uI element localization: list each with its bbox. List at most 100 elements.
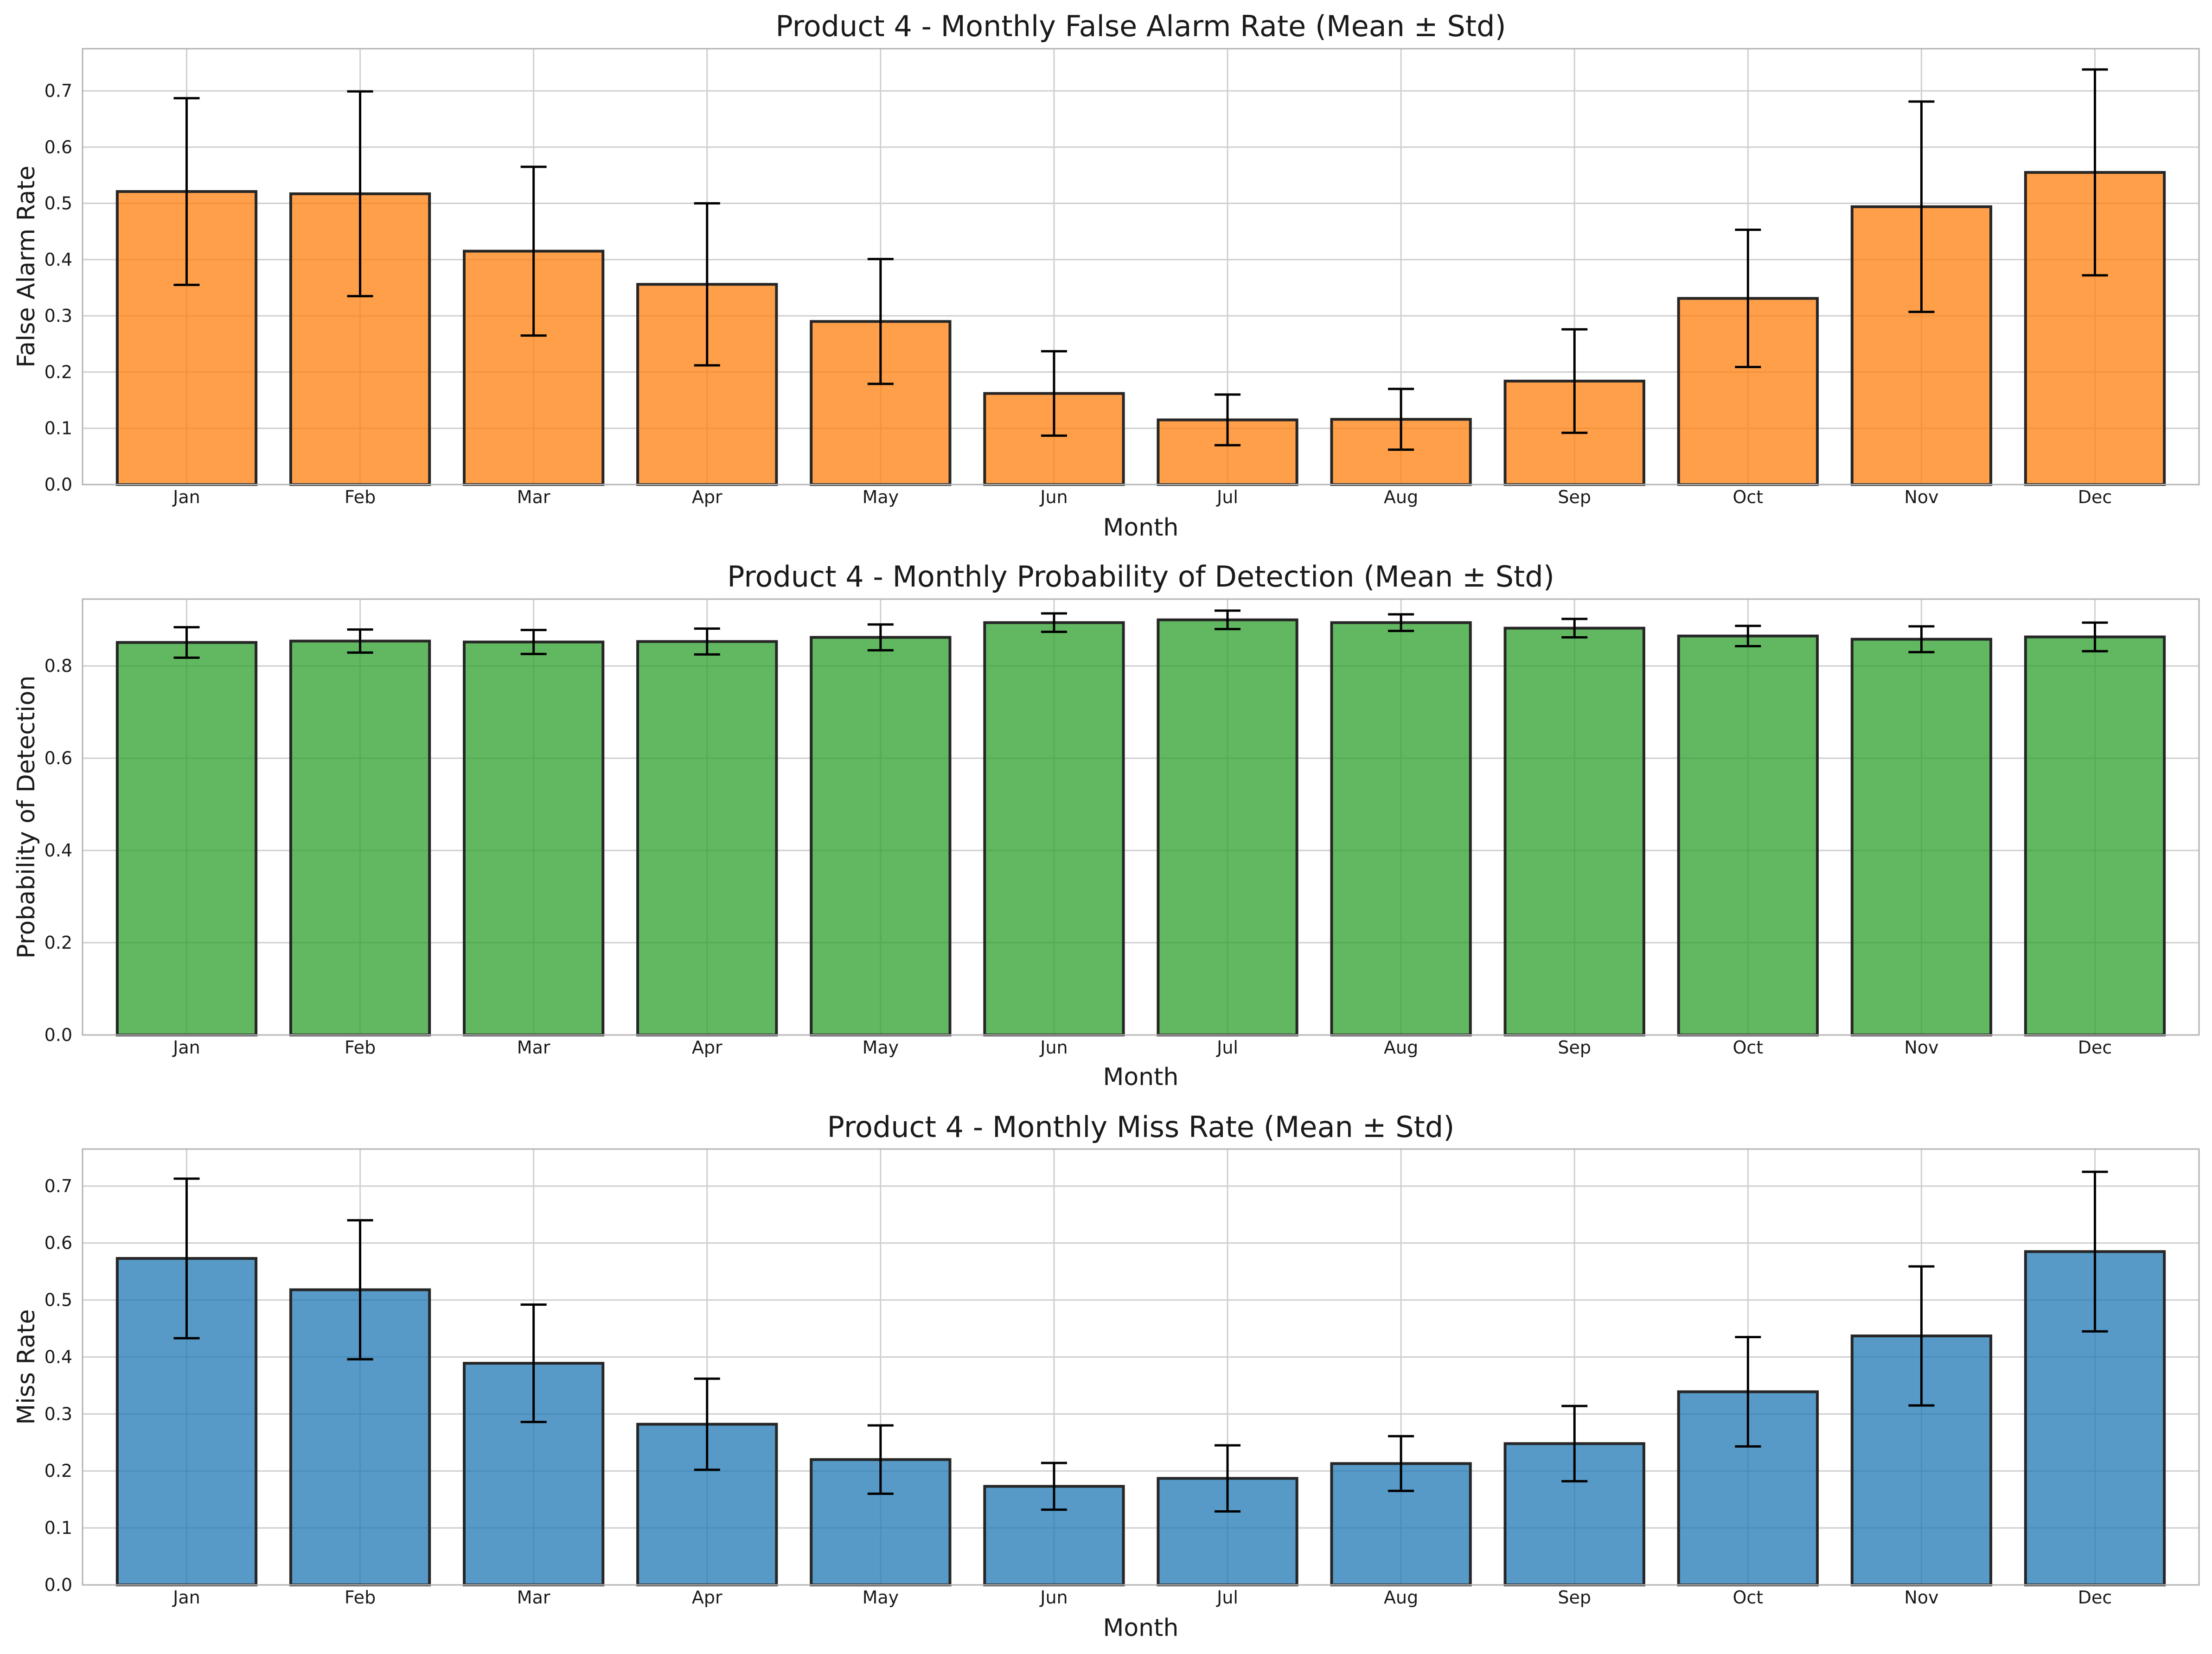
miss-xtick-label: Apr	[692, 1587, 722, 1608]
miss-ytick-label: 0.3	[45, 1404, 72, 1424]
miss-errorbar-sep	[1561, 1405, 1588, 1482]
pod-errorbar-jun	[1041, 612, 1067, 633]
miss-axes-frame	[82, 1148, 2200, 1586]
pod-bar-oct	[1677, 634, 1819, 1036]
pod-bar-may	[810, 636, 952, 1036]
pod-xtick-label: Jul	[1216, 1037, 1238, 1058]
miss-ytick-label: 0.7	[45, 1176, 72, 1196]
miss-ytick-label: 0.5	[45, 1290, 72, 1310]
far-errorbar-jan	[173, 97, 200, 286]
pod-errorbar-apr	[694, 627, 720, 656]
far-xtick-label: Jan	[172, 487, 200, 507]
miss-ytick-label: 0.1	[45, 1518, 72, 1538]
pod-xtick-label: Jun	[1039, 1037, 1068, 1058]
far-ytick-label: 0.0	[45, 474, 72, 495]
miss-errorbar-jul	[1215, 1444, 1241, 1513]
pod-bar-sep	[1503, 626, 1645, 1036]
miss-errorbar-apr	[694, 1377, 720, 1471]
miss-xtick-label: Jun	[1039, 1587, 1068, 1608]
far-errorbar-feb	[347, 90, 373, 298]
pod-bar-jul	[1157, 618, 1298, 1037]
pod-bar-jan	[115, 641, 258, 1037]
miss-x-axis-label: Month	[1103, 1614, 1179, 1642]
pod-xtick-label: Sep	[1558, 1037, 1591, 1058]
pod-errorbar-feb	[347, 628, 373, 654]
miss-ytick-label: 0.4	[45, 1347, 72, 1367]
pod-axes-frame	[82, 598, 2200, 1036]
pod-ytick-label: 0.6	[45, 748, 72, 768]
miss-xtick-label: Dec	[2078, 1587, 2112, 1608]
miss-ytick-label: 0.0	[45, 1575, 72, 1595]
pod-xtick-label: Aug	[1384, 1037, 1418, 1058]
miss-errorbar-oct	[1735, 1335, 1761, 1448]
pod-ytick-label: 0.0	[45, 1025, 72, 1045]
far-xtick-label: Mar	[517, 487, 550, 507]
pod-errorbar-may	[867, 623, 894, 651]
pod-errorbar-oct	[1735, 625, 1761, 647]
far-errorbar-apr	[694, 202, 720, 367]
pod-xtick-label: Mar	[517, 1037, 550, 1058]
pod-xtick-label: Oct	[1733, 1037, 1763, 1058]
miss-errorbar-may	[867, 1424, 894, 1495]
far-xtick-label: Dec	[2078, 487, 2112, 507]
far-x-axis-label: Month	[1103, 514, 1179, 542]
probability-of-detection-chart: 0.0 0.2 0.4 0.6 0.8 Jan Feb Mar Apr May Jun Jul Aug S…	[13, 560, 2200, 1091]
far-ytick-label: 0.4	[45, 249, 72, 270]
far-xtick-label: Sep	[1558, 487, 1591, 507]
pod-bar-mar	[463, 640, 605, 1036]
far-errorbar-nov	[1908, 100, 1935, 313]
far-chart-title: Product 4 - Monthly False Alarm Rate (Me…	[775, 9, 1506, 43]
far-xtick-label: Nov	[1904, 487, 1938, 507]
miss-xtick-label: May	[863, 1587, 899, 1608]
miss-errorbar-feb	[347, 1219, 373, 1360]
far-bar-apr	[636, 283, 778, 486]
miss-xtick-label: Aug	[1384, 1587, 1418, 1608]
miss-y-axis-label: Miss Rate	[13, 1309, 40, 1424]
far-ytick-label: 0.1	[45, 418, 72, 439]
far-ytick-label: 0.3	[45, 306, 72, 326]
miss-xtick-label: Feb	[345, 1587, 376, 1608]
miss-xtick-label: Oct	[1733, 1587, 1763, 1608]
miss-ytick-label: 0.2	[45, 1461, 72, 1481]
far-ytick-label: 0.7	[45, 81, 72, 101]
pod-xtick-label: Jan	[172, 1037, 200, 1058]
miss-errorbar-jun	[1041, 1462, 1067, 1511]
miss-errorbar-mar	[520, 1303, 547, 1424]
pod-xtick-label: Dec	[2078, 1037, 2112, 1058]
pod-errorbar-aug	[1388, 613, 1414, 632]
pod-bar-dec	[2024, 635, 2166, 1036]
pod-errorbar-nov	[1908, 625, 1935, 653]
far-errorbar-jul	[1215, 393, 1241, 447]
pod-xtick-label: Apr	[692, 1037, 722, 1058]
pod-y-axis-label: Probability of Detection	[13, 676, 40, 959]
miss-ytick-label: 0.6	[45, 1233, 72, 1253]
far-bar-may	[810, 320, 952, 486]
miss-chart-title: Product 4 - Monthly Miss Rate (Mean ± St…	[827, 1110, 1455, 1144]
pod-errorbar-sep	[1561, 618, 1588, 639]
miss-rate-chart: 0.0 0.1 0.2 0.3 0.4 0.5 0.6 0.7 Jan Feb Mar Apr May J…	[13, 1110, 2200, 1642]
far-xtick-label: Feb	[345, 487, 376, 507]
far-xtick-label: Jun	[1039, 487, 1068, 507]
miss-xtick-label: Jul	[1216, 1587, 1238, 1608]
far-errorbar-sep	[1561, 328, 1588, 434]
miss-xtick-label: Mar	[517, 1587, 550, 1608]
far-xtick-label: Aug	[1384, 487, 1418, 507]
pod-x-axis-label: Month	[1103, 1063, 1179, 1091]
miss-xtick-label: Jan	[172, 1587, 200, 1608]
far-y-axis-label: False Alarm Rate	[13, 166, 40, 368]
miss-xtick-label: Sep	[1558, 1587, 1591, 1608]
far-xtick-label: Apr	[692, 487, 722, 507]
miss-xtick-label: Nov	[1904, 1587, 1938, 1608]
pod-chart-title: Product 4 - Monthly Probability of Detec…	[727, 560, 1554, 594]
far-errorbar-dec	[2082, 68, 2108, 277]
far-errorbar-oct	[1735, 229, 1761, 369]
pod-bar-aug	[1330, 621, 1472, 1036]
pod-ytick-label: 0.8	[45, 656, 72, 676]
miss-errorbar-dec	[2082, 1170, 2108, 1333]
pod-ytick-label: 0.2	[45, 932, 72, 953]
far-xtick-label: Jul	[1216, 487, 1238, 507]
pod-xtick-label: Feb	[345, 1037, 376, 1058]
miss-errorbar-aug	[1388, 1435, 1414, 1492]
pod-bar-feb	[289, 639, 431, 1037]
